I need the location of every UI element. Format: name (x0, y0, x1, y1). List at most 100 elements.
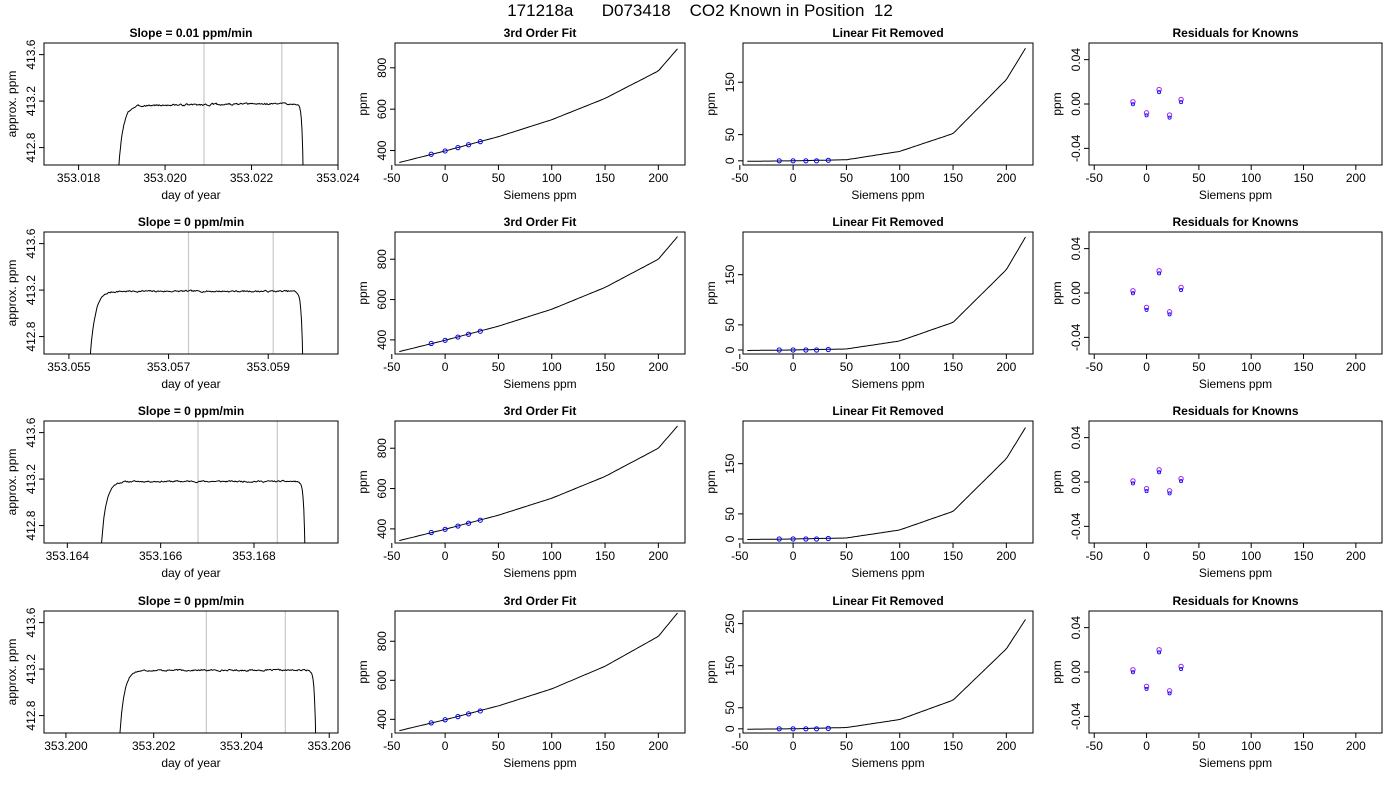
y-tick-label: 150 (723, 655, 737, 675)
data-point (428, 720, 434, 726)
panel-1-2: 3rd Order Fit -50 0 50 100 150 200 400 600 800 Sie… (356, 26, 686, 202)
data-point (776, 158, 782, 164)
x-tick-label: 0 (442, 171, 449, 185)
x-tick-label: 100 (1241, 739, 1261, 753)
panel-2-3: Linear Fit Removed -50 0 50 100 150 200 0 50 150 S… (704, 215, 1034, 391)
x-tick-label: 150 (943, 549, 963, 563)
y-axis-label: ppm (356, 660, 370, 683)
y-tick-label: 412.8 (24, 700, 38, 730)
plot-frame (43, 610, 339, 734)
data-point (813, 536, 820, 542)
x-tick-label: 50 (840, 549, 854, 563)
y-tick-label: 150 (723, 453, 737, 473)
panel-title: Slope = 0.01 ppm/min (129, 26, 252, 40)
x-tick-label: 200 (996, 549, 1016, 563)
data-point (1144, 307, 1149, 312)
x-axis-label: Siemens ppm (851, 756, 924, 770)
fit-curve (399, 236, 678, 353)
panel-3-1: Slope = 0 ppm/min 353.164 353.166 353.168 41… (5, 404, 339, 580)
y-tick-label: 0 (723, 157, 737, 164)
x-tick-label: -50 (383, 739, 401, 753)
y-tick-label: 413.6 (24, 607, 38, 637)
data-point (1156, 268, 1162, 274)
x-tick-label: 50 (492, 739, 506, 753)
data-point (465, 520, 472, 526)
y-axis-label: ppm (356, 92, 370, 115)
panel-title: Residuals for Knowns (1172, 594, 1298, 608)
x-tick-label: 150 (595, 360, 615, 374)
panel-4-1: Slope = 0 ppm/min 353.200 353.202 353.204 35… (5, 594, 351, 770)
data-point (1179, 287, 1184, 292)
data-point (813, 726, 820, 732)
x-tick-label: 200 (648, 549, 668, 563)
x-tick-label: 200 (1346, 549, 1366, 563)
data-trace (118, 102, 304, 165)
x-tick-label: -50 (1086, 360, 1104, 374)
y-tick-label: 150 (723, 72, 737, 92)
data-point (1166, 112, 1173, 118)
y-tick-label: 413.2 (24, 86, 38, 116)
panel-title: Slope = 0 ppm/min (138, 404, 244, 418)
x-tick-label: 50 (840, 739, 854, 753)
x-axis-label: Siemens ppm (503, 756, 576, 770)
x-tick-label: 200 (996, 171, 1016, 185)
x-tick-label: 0 (790, 549, 797, 563)
y-tick-label: 0.00 (1069, 660, 1083, 684)
x-tick-label: 150 (1294, 171, 1314, 185)
y-tick-label: 0.00 (1069, 92, 1083, 116)
y-tick-label: -0.04 (1069, 702, 1083, 730)
data-point (465, 711, 472, 717)
data-point (442, 717, 448, 723)
data-point (825, 725, 831, 731)
panel-title: Slope = 0 ppm/min (138, 215, 244, 229)
plot-frame (742, 42, 1034, 166)
data-point (1157, 90, 1162, 95)
data-point (1143, 304, 1150, 311)
x-tick-label: -50 (1086, 171, 1104, 185)
panel-title: 3rd Order Fit (504, 215, 577, 229)
y-axis-label: ppm (704, 470, 718, 493)
x-axis-label: Siemens ppm (503, 188, 576, 202)
x-tick-label: 100 (542, 171, 562, 185)
panel-title: Residuals for Knowns (1172, 26, 1298, 40)
x-tick-label: 100 (890, 739, 910, 753)
data-point (803, 726, 809, 732)
x-tick-label: 0 (790, 739, 797, 753)
y-tick-label: 0 (723, 346, 737, 353)
data-point (825, 535, 831, 542)
x-tick-label: 0 (442, 739, 449, 753)
data-trace (101, 479, 306, 543)
panel-3-3: Linear Fit Removed -50 0 50 100 150 200 0 50 150 S… (704, 404, 1034, 580)
data-point (790, 536, 796, 542)
x-tick-label: -50 (731, 549, 749, 563)
fit-curve (747, 47, 1026, 162)
plot-frame (394, 42, 686, 166)
x-tick-label: 353.206 (308, 739, 352, 753)
x-tick-label: 353.168 (232, 549, 276, 563)
fit-curve (747, 619, 1026, 730)
x-tick-label: 0 (790, 360, 797, 374)
panel-3-4: Residuals for Knowns -50 0 50 100 150 200 -0.04… (1050, 404, 1383, 580)
y-tick-label: 400 (375, 709, 389, 729)
panel-4-2: 3rd Order Fit -50 0 50 100 150 200 400 600 800 Sie… (356, 594, 686, 770)
data-point (1156, 647, 1162, 653)
y-axis-label: ppm (704, 92, 718, 115)
x-tick-label: -50 (731, 171, 749, 185)
data-point (1167, 312, 1172, 317)
x-tick-label: 200 (1346, 171, 1366, 185)
panel-title: Linear Fit Removed (832, 404, 943, 418)
x-tick-label: 150 (1294, 549, 1314, 563)
data-point (790, 726, 796, 732)
x-tick-label: 100 (1241, 360, 1261, 374)
x-axis-label: Siemens ppm (503, 566, 576, 580)
data-point (1130, 99, 1136, 105)
plot-frame (43, 420, 339, 544)
data-point (790, 347, 796, 353)
plot-frame (742, 420, 1034, 544)
x-axis-label: day of year (161, 756, 220, 770)
x-axis-label: Siemens ppm (1199, 756, 1272, 770)
plot-frame (394, 420, 686, 544)
y-axis-label: ppm (1050, 92, 1064, 115)
x-tick-label: 200 (648, 360, 668, 374)
y-tick-label: 400 (375, 519, 389, 539)
